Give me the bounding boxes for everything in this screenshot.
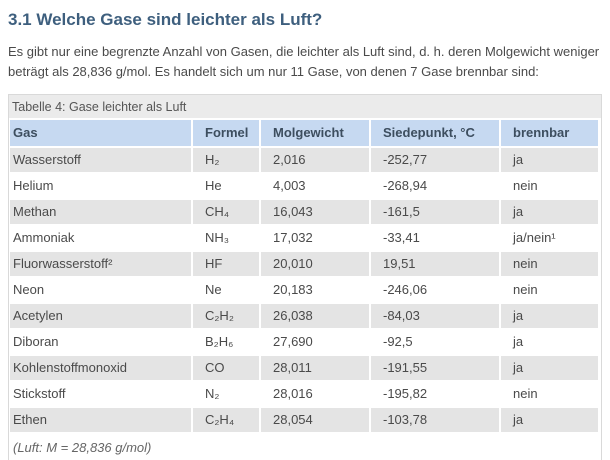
siedepunkt-cell: 19,51: [371, 252, 499, 276]
molgewicht-cell: 16,043: [261, 200, 369, 224]
molgewicht-cell: 26,038: [261, 304, 369, 328]
gas-cell: Fluorwasserstoff²: [10, 252, 191, 276]
table-row: Methan CH₄ 16,043 -161,5 ja: [10, 200, 598, 224]
table-row: Neon Ne 20,183 -246,06 nein: [10, 278, 598, 302]
siedepunkt-cell: -252,77: [371, 148, 499, 172]
gas-cell: Stickstoff: [10, 382, 191, 406]
formel-cell: B₂H₆: [193, 330, 259, 354]
gas-cell: Diboran: [10, 330, 191, 354]
column-header-brennbar: brennbar: [501, 120, 598, 146]
molgewicht-cell: 28,016: [261, 382, 369, 406]
gas-cell: Methan: [10, 200, 191, 224]
brennbar-cell: nein: [501, 278, 598, 302]
formel-cell: H₂: [193, 148, 259, 172]
molgewicht-cell: 17,032: [261, 226, 369, 250]
gas-cell: Wasserstoff: [10, 148, 191, 172]
formel-cell: C₂H₂: [193, 304, 259, 328]
brennbar-cell: nein: [501, 382, 598, 406]
column-header-siedepunkt: Siedepunkt, °C: [371, 120, 499, 146]
table-row: Wasserstoff H₂ 2,016 -252,77 ja: [10, 148, 598, 172]
siedepunkt-cell: -84,03: [371, 304, 499, 328]
page-title: 3.1 Welche Gase sind leichter als Luft?: [8, 10, 323, 29]
formel-cell: N₂: [193, 382, 259, 406]
table-row: Ammoniak NH₃ 17,032 -33,41 ja/nein¹: [10, 226, 598, 250]
formel-cell: He: [193, 174, 259, 198]
siedepunkt-cell: -195,82: [371, 382, 499, 406]
molgewicht-cell: 27,690: [261, 330, 369, 354]
brennbar-cell: ja: [501, 200, 598, 224]
molgewicht-cell: 20,010: [261, 252, 369, 276]
siedepunkt-cell: -191,55: [371, 356, 499, 380]
gas-table-container: Tabelle 4: Gase leichter als Luft Gas Fo…: [8, 94, 602, 460]
gas-cell: Ethen: [10, 408, 191, 432]
molgewicht-cell: 28,054: [261, 408, 369, 432]
brennbar-cell: ja: [501, 408, 598, 432]
formel-cell: C₂H₄: [193, 408, 259, 432]
table-caption: Tabelle 4: Gase leichter als Luft: [9, 95, 601, 118]
molgewicht-cell: 20,183: [261, 278, 369, 302]
siedepunkt-cell: -161,5: [371, 200, 499, 224]
table-footnote-row: (Luft: M = 28,836 g/mol): [10, 434, 598, 460]
formel-cell: NH₃: [193, 226, 259, 250]
gas-cell: Neon: [10, 278, 191, 302]
table-row: Ethen C₂H₄ 28,054 -103,78 ja: [10, 408, 598, 432]
brennbar-cell: ja: [501, 330, 598, 354]
siedepunkt-cell: -246,06: [371, 278, 499, 302]
intro-paragraph: Es gibt nur eine begrenzte Anzahl von Ga…: [8, 44, 600, 79]
table-row: Helium He 4,003 -268,94 nein: [10, 174, 598, 198]
table-header-row: Gas Formel Molgewicht Siedepunkt, °C bre…: [10, 120, 598, 146]
siedepunkt-cell: -268,94: [371, 174, 499, 198]
column-header-gas: Gas: [10, 120, 191, 146]
column-header-formel: Formel: [193, 120, 259, 146]
molgewicht-cell: 28,011: [261, 356, 369, 380]
gas-cell: Acetylen: [10, 304, 191, 328]
table-row: Acetylen C₂H₂ 26,038 -84,03 ja: [10, 304, 598, 328]
table-row: Kohlenstoffmonoxid CO 28,011 -191,55 ja: [10, 356, 598, 380]
table-row: Fluorwasserstoff² HF 20,010 19,51 nein: [10, 252, 598, 276]
siedepunkt-cell: -103,78: [371, 408, 499, 432]
formel-cell: CO: [193, 356, 259, 380]
brennbar-cell: ja: [501, 356, 598, 380]
formel-cell: Ne: [193, 278, 259, 302]
table-footnote: (Luft: M = 28,836 g/mol): [10, 434, 598, 460]
brennbar-cell: ja: [501, 148, 598, 172]
brennbar-cell: ja/nein¹: [501, 226, 598, 250]
gas-table: Gas Formel Molgewicht Siedepunkt, °C bre…: [8, 118, 600, 460]
gas-cell: Helium: [10, 174, 191, 198]
formel-cell: CH₄: [193, 200, 259, 224]
brennbar-cell: nein: [501, 252, 598, 276]
siedepunkt-cell: -92,5: [371, 330, 499, 354]
molgewicht-cell: 4,003: [261, 174, 369, 198]
molgewicht-cell: 2,016: [261, 148, 369, 172]
formel-cell: HF: [193, 252, 259, 276]
brennbar-cell: ja: [501, 304, 598, 328]
gas-cell: Ammoniak: [10, 226, 191, 250]
table-row: Stickstoff N₂ 28,016 -195,82 nein: [10, 382, 598, 406]
brennbar-cell: nein: [501, 174, 598, 198]
table-row: Diboran B₂H₆ 27,690 -92,5 ja: [10, 330, 598, 354]
column-header-molgewicht: Molgewicht: [261, 120, 369, 146]
gas-cell: Kohlenstoffmonoxid: [10, 356, 191, 380]
siedepunkt-cell: -33,41: [371, 226, 499, 250]
